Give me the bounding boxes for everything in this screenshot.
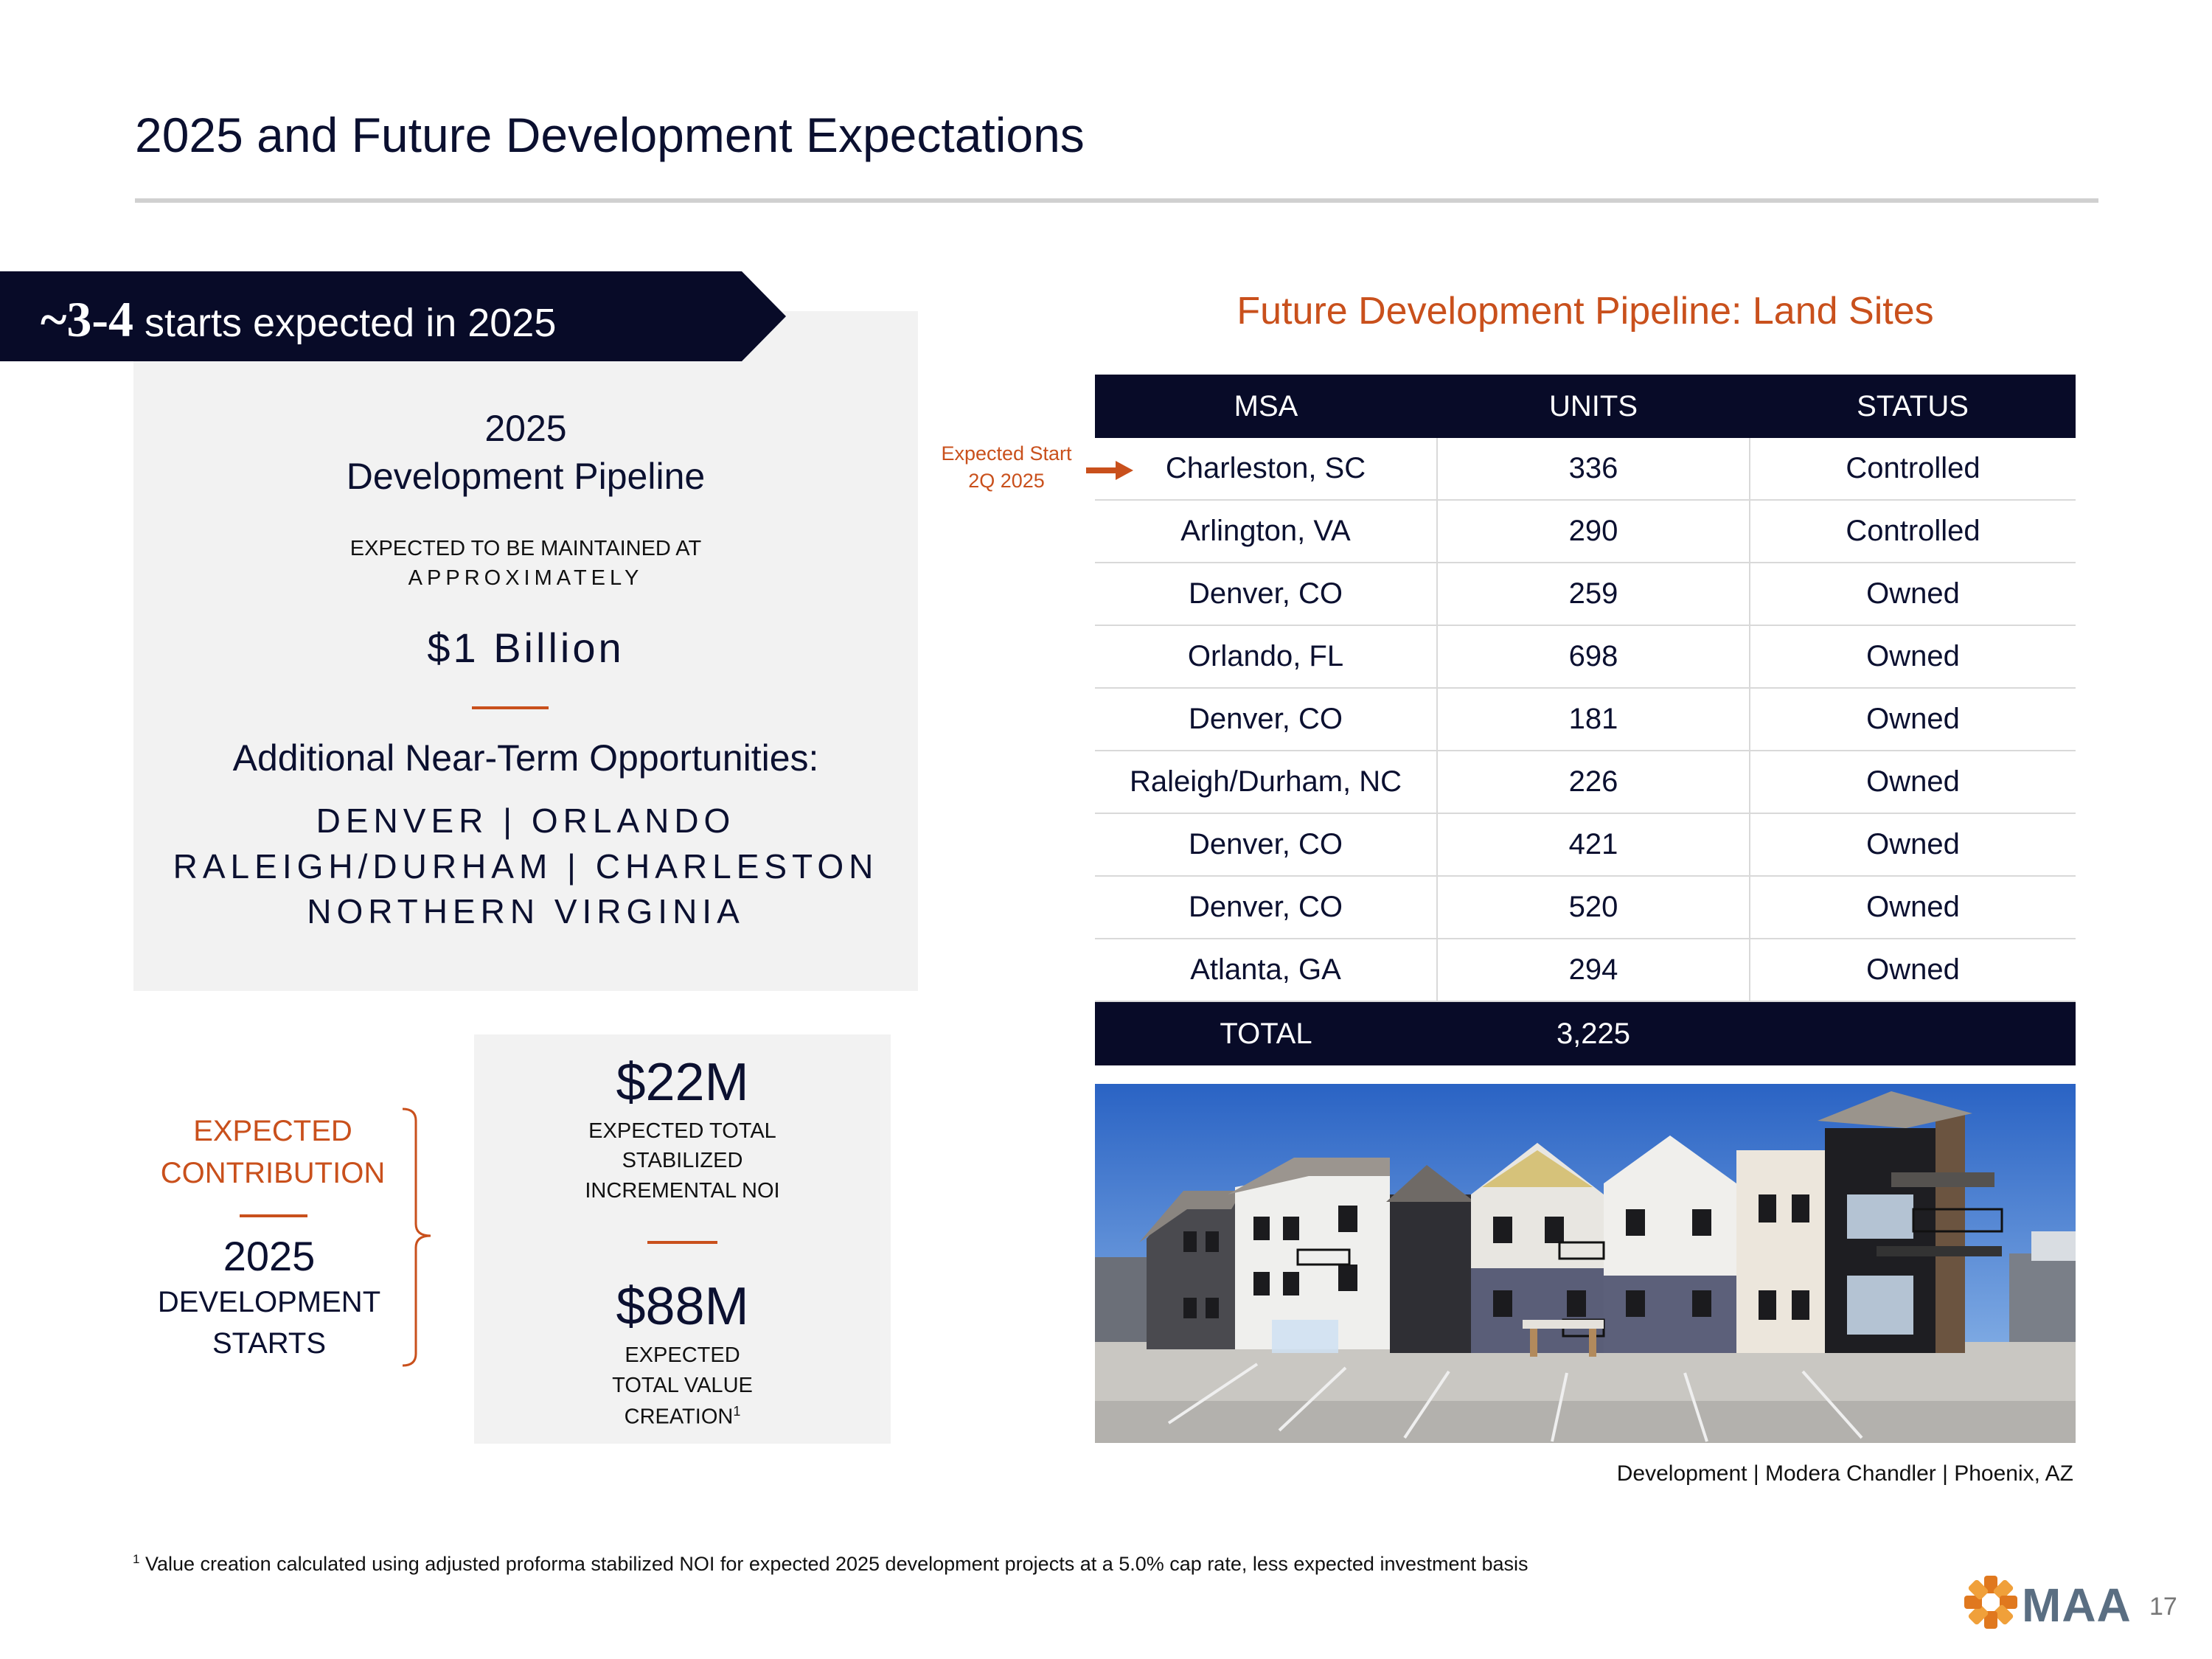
table-row: Raleigh/Durham, NC 226 Owned [1095,751,2076,814]
value-creation-value: $88M [616,1277,749,1336]
column-header-msa: MSA [1095,375,1437,438]
pipeline-title: Development Pipeline [346,456,706,497]
opportunities-line: DENVER | ORLANDO [316,801,736,840]
land-sites-title: Future Development Pipeline: Land Sites [1237,290,1934,333]
table-row: Denver, CO 421 Owned [1095,813,2076,877]
footnote: 1 Value creation calculated using adjust… [133,1552,1528,1576]
contribution-heading-line2: CONTRIBUTION [160,1157,386,1189]
total-status-empty [1750,1001,2076,1065]
value-creation-label-line: EXPECTED [625,1343,740,1367]
banner-text: ~3-4 starts expected in 2025 [41,271,556,361]
table-total-row: TOTAL 3,225 [1095,1001,2076,1065]
footnote-marker: 1 [133,1552,140,1566]
table-row: Atlanta, GA 294 Owned [1095,939,2076,1002]
footnote-text: Value creation calculated using adjusted… [139,1553,1528,1575]
pipeline-panel [133,311,918,991]
cell-msa: Denver, CO [1095,563,1437,626]
cell-msa: Denver, CO [1095,688,1437,751]
image-caption: Development | Modera Chandler | Phoenix,… [1616,1461,2073,1486]
page-number: 17 [2149,1593,2177,1621]
cell-msa: Arlington, VA [1095,500,1437,563]
contribution-label-line2: STARTS [212,1327,327,1360]
cell-units: 181 [1436,688,1750,751]
noi-value: $22M [616,1053,749,1112]
cell-status: Owned [1749,688,2076,751]
table-row: Denver, CO 520 Owned [1095,876,2076,939]
cell-status: Owned [1749,876,2076,939]
noi-label-line: STABILIZED [622,1149,743,1172]
building-rendering-image [1095,1084,2076,1443]
arrow-right-icon [1086,459,1133,485]
pipeline-subtitle-line1: EXPECTED TO BE MAINTAINED AT [349,537,702,560]
cell-units: 226 [1436,751,1750,814]
value-creation-label-text: CREATION [624,1405,734,1429]
table-header-row: MSA UNITS STATUS [1095,375,2076,438]
contribution-heading-line1: EXPECTED [193,1115,352,1147]
cell-status: Controlled [1749,500,2076,563]
maa-logo-icon [1963,1574,2019,1634]
cell-msa: Raleigh/Durham, NC [1095,751,1437,814]
table-row: Denver, CO 181 Owned [1095,688,2076,751]
cell-msa: Denver, CO [1095,876,1437,939]
contribution-year: 2025 [223,1233,316,1279]
value-creation-label-line: CREATION1 [474,1404,891,1430]
cell-status: Owned [1749,751,2076,814]
cell-status: Controlled [1749,438,2076,501]
column-header-units: UNITS [1437,375,1750,438]
title-divider [135,198,2098,203]
pipeline-amount: $1 Billion [427,625,625,671]
footnote-marker: 1 [733,1404,741,1419]
starts-banner [0,271,786,361]
cell-status: Owned [1749,939,2076,1002]
total-label: TOTAL [1095,1001,1437,1065]
cell-msa: Charleston, SC [1095,438,1437,501]
pipeline-year: 2025 [484,408,567,449]
expected-start-quarter: 2Q 2025 [968,470,1045,492]
cell-units: 259 [1436,563,1750,626]
contribution-label-line1: DEVELOPMENT [157,1286,381,1318]
table-row: Charleston, SC 336 Controlled [1095,438,2076,501]
metrics-divider [647,1241,717,1244]
bracket-icon [398,1106,442,1375]
cell-units: 294 [1436,939,1750,1002]
opportunities-line: NORTHERN VIRGINIA [307,892,745,931]
banner-arrow-shape [0,271,786,361]
cell-units: 520 [1436,876,1750,939]
cell-units: 421 [1436,813,1750,877]
cell-msa: Denver, CO [1095,813,1437,877]
cell-status: Owned [1749,625,2076,689]
cell-msa: Orlando, FL [1095,625,1437,689]
page-title: 2025 and Future Development Expectations [135,108,1085,162]
pipeline-divider [472,706,549,709]
cell-msa: Atlanta, GA [1095,939,1437,1002]
table-row: Arlington, VA 290 Controlled [1095,500,2076,563]
cell-units: 698 [1436,625,1750,689]
banner-label: starts expected in 2025 [133,301,557,345]
pipeline-subtitle-line2: APPROXIMATELY [408,566,644,590]
cell-status: Owned [1749,563,2076,626]
table-row: Denver, CO 259 Owned [1095,563,2076,626]
value-creation-label-line: TOTAL VALUE [612,1374,753,1397]
maa-logo-text: MAA [2022,1579,2132,1632]
contribution-divider [240,1214,307,1217]
metrics-panel [474,1034,891,1444]
expected-start-label: Expected Start [941,442,1072,465]
cell-status: Owned [1749,813,2076,877]
noi-label-line: EXPECTED TOTAL [588,1119,776,1143]
total-units: 3,225 [1437,1001,1750,1065]
cell-units: 290 [1436,500,1750,563]
table-row: Orlando, FL 698 Owned [1095,625,2076,689]
opportunities-line: RALEIGH/DURHAM | CHARLESTON [173,847,879,886]
column-header-status: STATUS [1750,375,2076,438]
opportunities-heading: Additional Near-Term Opportunities: [232,737,819,779]
cell-units: 336 [1436,438,1750,501]
banner-number: ~3-4 [41,291,134,347]
noi-label-line: INCREMENTAL NOI [585,1179,780,1203]
land-sites-table: MSA UNITS STATUS Charleston, SC 336 Cont… [1095,375,2076,1065]
